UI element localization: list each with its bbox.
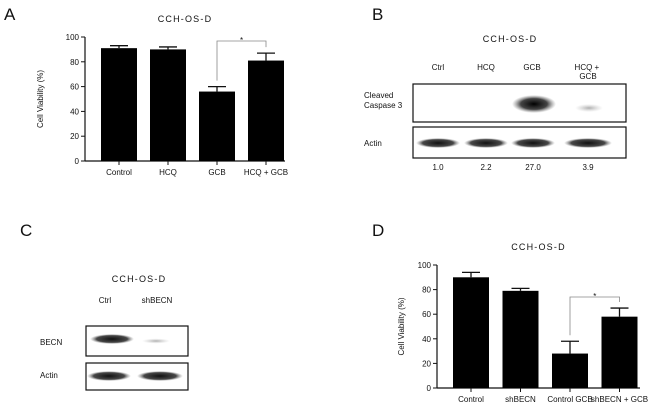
chart-a-ytick-label-4: 80 — [70, 58, 79, 67]
chart-a-sig-label-0: * — [240, 36, 243, 45]
chart-d-category-2: Control GCB — [547, 395, 592, 404]
blot-b-band-actin-3 — [511, 138, 555, 148]
chart-a: CCH-OS-D 0 20 40 60 80 100 Cell Viability (%) Co… — [36, 14, 288, 177]
blot-b-band-gcb-caspase — [512, 95, 556, 113]
chart-a-sig-bracket-0 — [216, 40, 267, 81]
chart-a-bar-1 — [150, 49, 186, 161]
chart-d-ytick-label-4: 80 — [422, 286, 431, 295]
blot-b-row-cleaved-caspase: Cleaved Caspase 3 — [364, 91, 403, 110]
chart-a-category-2: GCB — [208, 168, 225, 177]
chart-d-sig-bracket-0 — [569, 296, 620, 336]
blot-b-row-actin: Actin — [364, 139, 382, 148]
chart-d-category-3: shBECN + GCB — [591, 395, 648, 404]
blot-b-title: CCH-OS-D — [483, 34, 538, 44]
chart-a-ytick-label-1: 20 — [70, 132, 79, 141]
blot-b-row-label-line1: Cleaved — [364, 91, 393, 100]
chart-d-ytick-label-3: 60 — [422, 310, 431, 319]
blot-c-band-shbecn-becn — [142, 338, 170, 344]
blot-c-title: CCH-OS-D — [112, 274, 167, 284]
chart-d-category-0: Control — [458, 395, 484, 404]
blot-c-row-actin: Actin — [40, 371, 58, 380]
blot-b-ratio-1: 1.0 — [432, 163, 444, 172]
chart-a-ytick-label-0: 0 — [75, 157, 80, 166]
chart-d-bar-3 — [601, 316, 638, 388]
blot-b-lane-hcq-gcb-line1: HCQ + — [575, 63, 600, 72]
blot-b-lane-hcq-gcb-line2: GCB — [579, 72, 596, 81]
chart-a-category-1: HCQ — [159, 168, 177, 177]
blot-c-band-ctrl-becn — [90, 334, 134, 344]
blot-b-ratio-2: 2.2 — [480, 163, 492, 172]
blot-b-lane-gcb: GCB — [523, 63, 540, 72]
blot-panel-b: CCH-OS-D Ctrl HCQ GCB HCQ + GCB Cleaved … — [364, 34, 627, 172]
panel-letter-b: B — [372, 5, 383, 24]
chart-d: CCH-OS-D 0 20 40 60 80 100 Cell Viability (%) Co… — [397, 242, 648, 404]
chart-d-sig-label-0: * — [593, 292, 596, 301]
chart-a-ylabel: Cell Viability (%) — [36, 70, 45, 128]
panel-letter-d: D — [372, 221, 384, 240]
blot-c-row-becn: BECN — [40, 338, 62, 347]
blot-c-lane-ctrl: Ctrl — [99, 296, 112, 305]
blot-b-band-actin-4 — [564, 138, 612, 148]
blot-c-band-ctrl-actin — [87, 371, 131, 381]
chart-a-ytick-label-3: 60 — [70, 83, 79, 92]
chart-a-bar-3 — [248, 60, 284, 162]
blot-panel-c: CCH-OS-D Ctrl shBECN BECN Actin — [40, 274, 189, 391]
chart-d-bar-0 — [453, 277, 489, 388]
chart-d-title: CCH-OS-D — [511, 242, 566, 252]
chart-d-ytick-label-5: 100 — [418, 261, 432, 270]
blot-b-lane-hcq: HCQ — [477, 63, 495, 72]
chart-d-bar-2 — [552, 353, 588, 388]
chart-d-ytick-label-0: 0 — [427, 384, 432, 393]
blot-b-band-actin-1 — [416, 138, 460, 148]
blot-b-row-label-line2: Caspase 3 — [364, 101, 403, 110]
blot-c-band-shbecn-actin — [137, 371, 183, 381]
blot-b-ratio-4: 3.9 — [582, 163, 594, 172]
chart-a-title: CCH-OS-D — [158, 14, 213, 24]
panel-letter-a: A — [4, 5, 16, 24]
blot-b-band-actin-2 — [464, 138, 508, 148]
chart-d-ytick-label-1: 20 — [422, 359, 431, 368]
chart-d-ytick-label-2: 40 — [422, 335, 431, 344]
chart-a-category-0: Control — [106, 168, 132, 177]
panel-letter-c: C — [20, 221, 32, 240]
chart-a-bar-2 — [199, 91, 235, 161]
chart-a-category-3: HCQ + GCB — [244, 168, 288, 177]
blot-b-ratio-3: 27.0 — [525, 163, 541, 172]
chart-a-bar-0 — [101, 48, 137, 161]
chart-d-bar-1 — [502, 290, 539, 388]
blot-b-band-hcq-gcb-caspase — [575, 104, 603, 112]
chart-d-ylabel: Cell Viability (%) — [397, 297, 406, 355]
chart-a-ytick-label-2: 40 — [70, 107, 79, 116]
blot-b-lane-hcq-gcb: HCQ + GCB — [575, 63, 602, 81]
chart-a-ytick-label-5: 100 — [66, 33, 80, 42]
blot-b-lane-ctrl: Ctrl — [432, 63, 445, 72]
blot-c-lane-shbecn: shBECN — [142, 296, 173, 305]
chart-d-category-1: shBECN — [505, 395, 536, 404]
